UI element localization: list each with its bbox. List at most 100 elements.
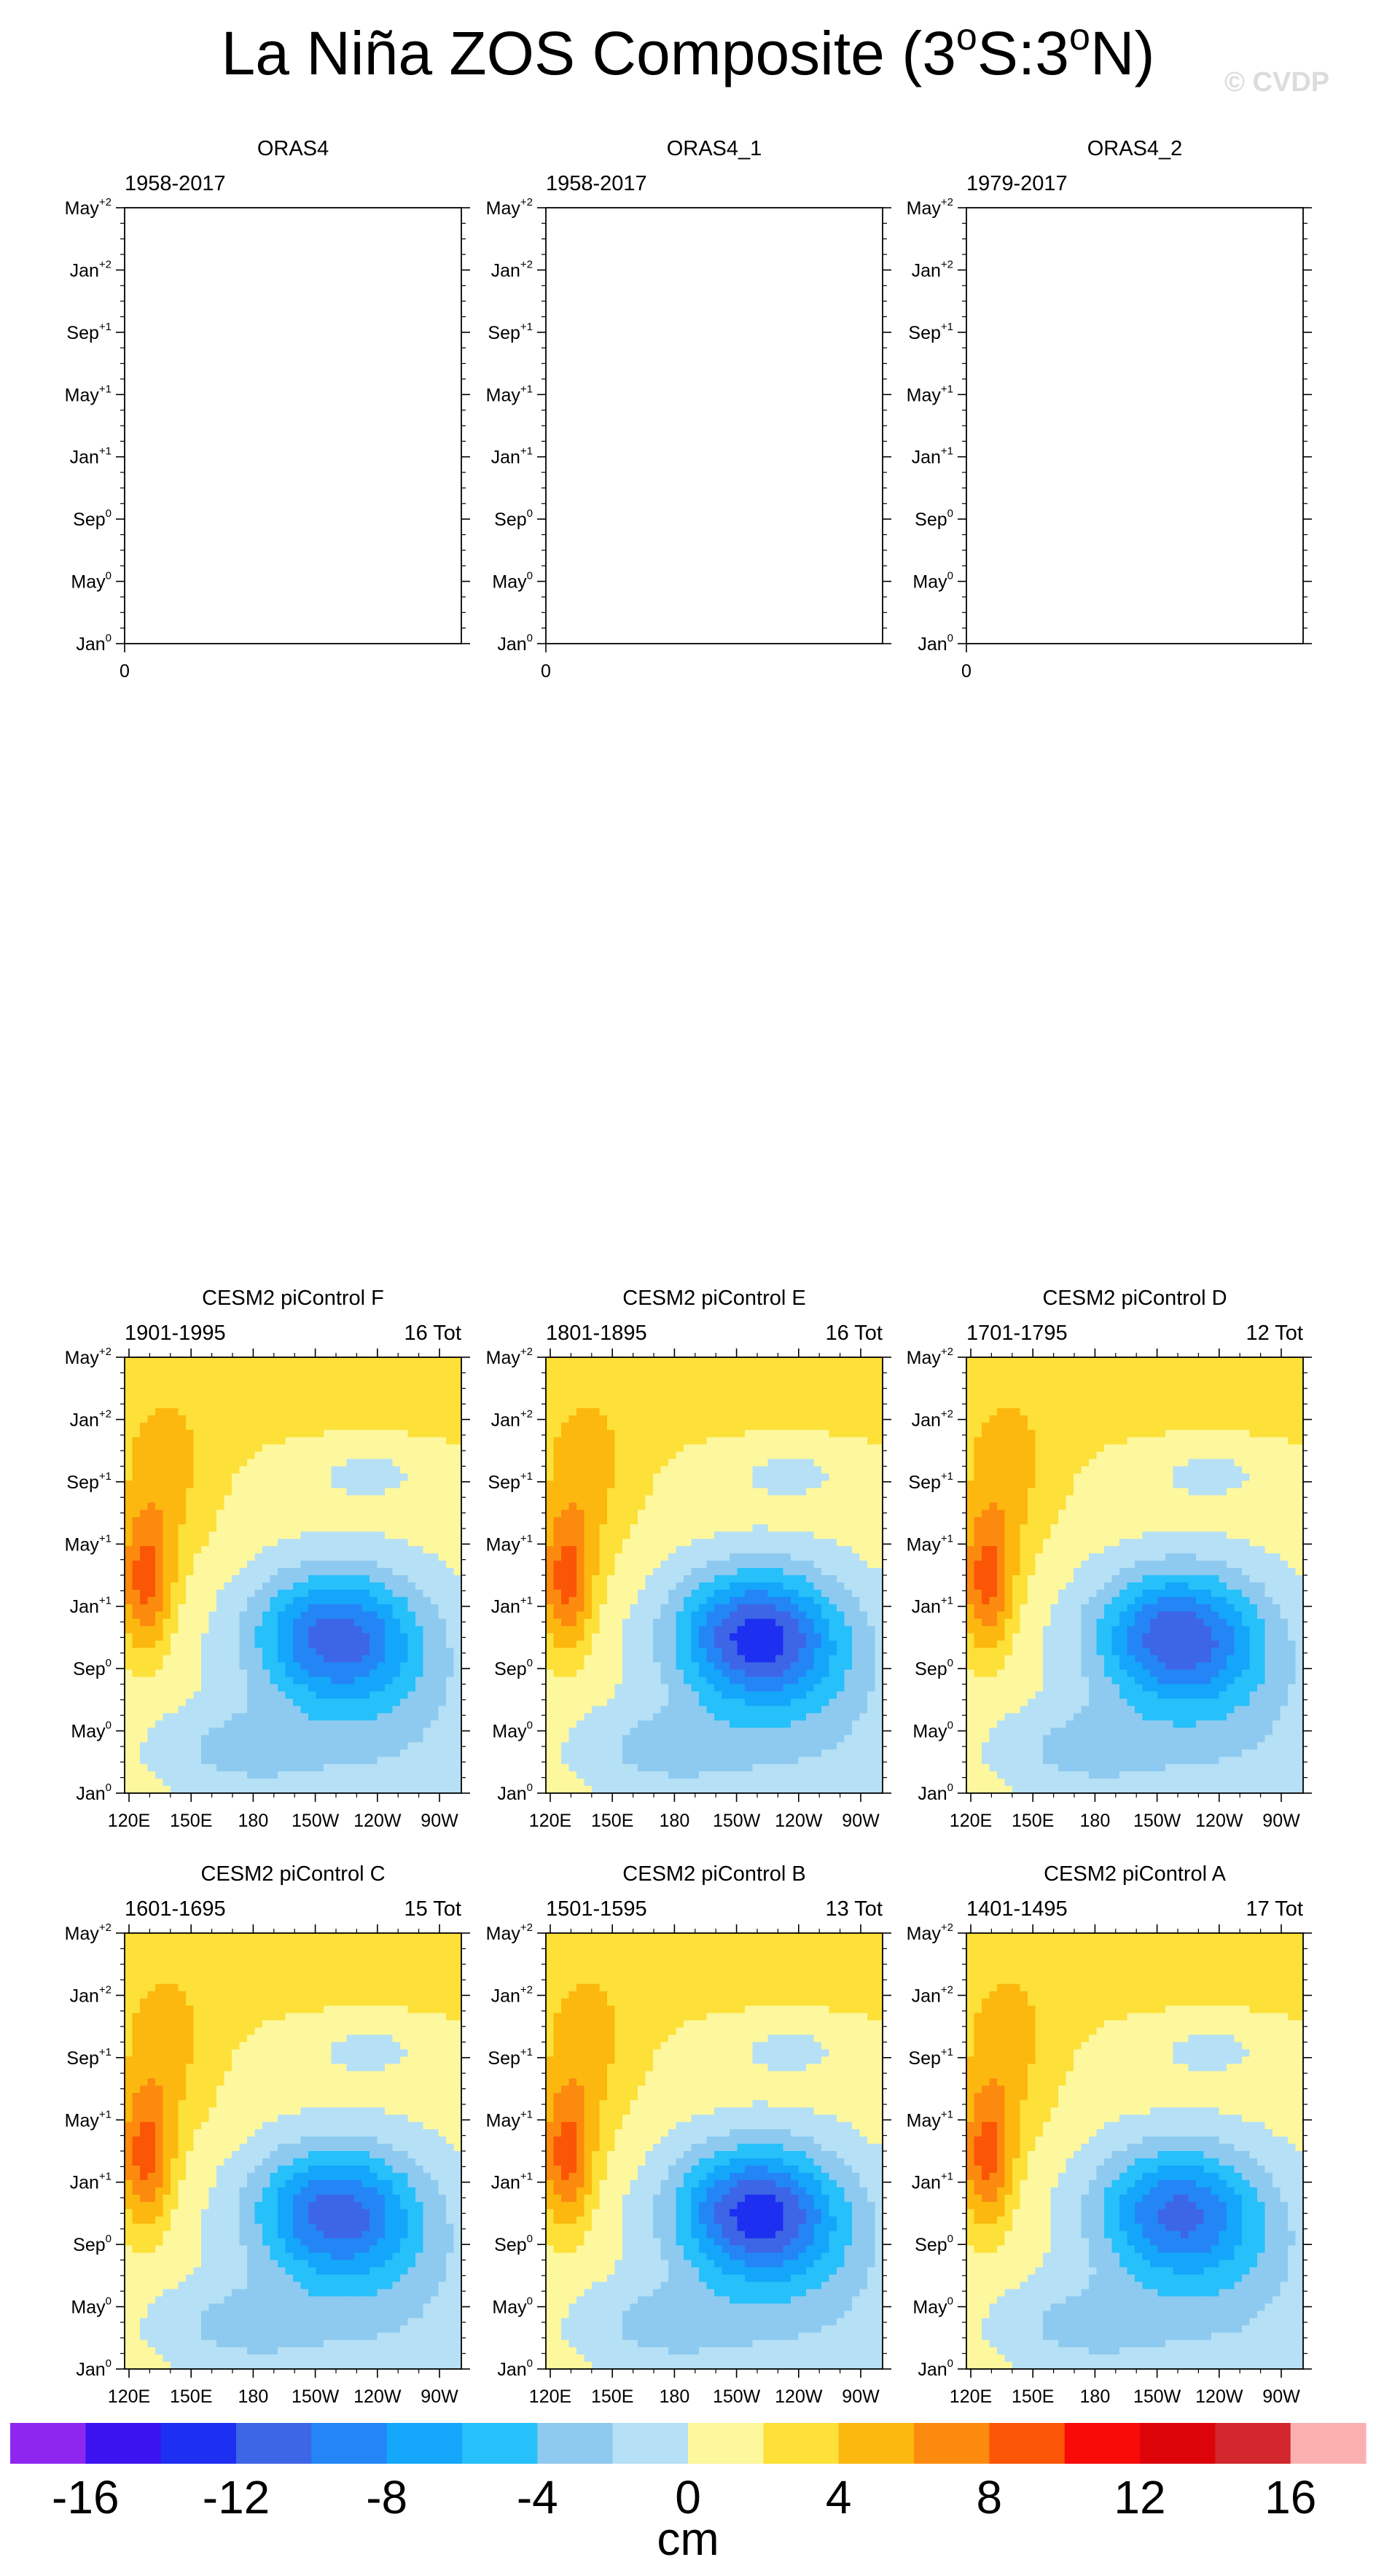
field-cell xyxy=(775,1480,784,1488)
field-cell xyxy=(691,1437,700,1445)
field-cell xyxy=(293,1720,302,1728)
field-cell xyxy=(592,1531,601,1539)
field-cell xyxy=(775,1473,784,1482)
field-cell xyxy=(691,1408,700,1416)
field-cell xyxy=(155,1451,164,1460)
field-cell xyxy=(760,1415,769,1424)
field-cell xyxy=(147,1378,156,1387)
field-cell xyxy=(568,1415,577,1424)
field-cell xyxy=(132,1633,141,1642)
field-cell xyxy=(752,1524,761,1532)
field-cell xyxy=(752,1539,761,1547)
field-cell xyxy=(132,1749,141,1757)
field-cell xyxy=(208,1698,217,1706)
field-cell xyxy=(346,1669,355,1678)
field-cell xyxy=(370,1662,378,1671)
y-tick-label: Sep+1 xyxy=(908,321,953,343)
field-cell xyxy=(607,1596,616,1605)
field-cell xyxy=(239,1786,248,1794)
field-cell xyxy=(285,1437,294,1445)
field-cell xyxy=(354,1408,363,1416)
field-cell xyxy=(722,1582,730,1591)
field-cell xyxy=(178,1429,187,1438)
field-cell xyxy=(829,1517,837,1525)
field-cell xyxy=(546,1625,555,1634)
field-cell xyxy=(645,1378,654,1387)
field-cell xyxy=(316,1400,324,1409)
field-cell xyxy=(377,1517,386,1525)
field-cell xyxy=(400,1611,409,1620)
field-cell xyxy=(140,1415,149,1424)
field-cell xyxy=(844,1437,853,1445)
field-cell xyxy=(216,1662,225,1671)
field-cell xyxy=(354,1393,363,1402)
field-cell xyxy=(438,1655,447,1663)
field-cell xyxy=(775,1625,784,1634)
field-cell xyxy=(254,1364,263,1373)
field-cell xyxy=(178,1640,187,1649)
field-cell xyxy=(324,1764,332,1772)
field-cell xyxy=(752,1553,761,1561)
field-cell xyxy=(645,1386,654,1394)
field-cell xyxy=(247,1604,256,1612)
field-cell xyxy=(622,1677,631,1685)
field-cell xyxy=(247,1655,256,1663)
field-cell xyxy=(645,1480,654,1488)
field-cell xyxy=(653,1561,662,1569)
field-cell xyxy=(140,1720,149,1728)
field-cell xyxy=(852,1429,861,1438)
field-cell xyxy=(423,1444,431,1453)
field-cell xyxy=(308,1618,317,1627)
field-cell xyxy=(377,1684,386,1693)
field-cell xyxy=(645,1669,654,1678)
field-cell xyxy=(247,1749,256,1757)
field-cell xyxy=(155,1393,164,1402)
field-cell xyxy=(385,1539,394,1547)
field-cell xyxy=(178,1684,187,1693)
field-cell xyxy=(867,1553,876,1561)
field-cell xyxy=(614,1582,623,1591)
field-cell xyxy=(285,1669,294,1678)
field-cell xyxy=(346,1582,355,1591)
field-cell xyxy=(216,1655,225,1663)
field-cell xyxy=(791,1553,800,1561)
field-cell xyxy=(798,1429,807,1438)
field-cell xyxy=(638,1429,646,1438)
field-cell xyxy=(361,1625,370,1634)
field-cell xyxy=(300,1568,309,1576)
field-cell xyxy=(791,1517,800,1525)
field-cell xyxy=(592,1386,601,1394)
field-cell xyxy=(125,1779,133,1787)
field-cell xyxy=(875,1546,883,1554)
field-cell xyxy=(324,1517,332,1525)
field-cell xyxy=(798,1437,807,1445)
field-cell xyxy=(706,1640,715,1649)
field-cell xyxy=(714,1437,723,1445)
field-cell xyxy=(178,1408,187,1416)
field-cell xyxy=(354,1364,363,1373)
field-cell xyxy=(278,1444,286,1453)
field-cell xyxy=(722,1393,730,1402)
field-cell xyxy=(630,1546,638,1554)
field-cell xyxy=(783,1437,791,1445)
field-cell xyxy=(806,1582,815,1591)
field-cell xyxy=(300,1510,309,1518)
field-cell xyxy=(385,1459,394,1467)
field-cell xyxy=(446,1662,455,1671)
field-cell xyxy=(431,1706,439,1714)
field-cell xyxy=(737,1357,746,1365)
field-cell xyxy=(660,1429,669,1438)
field-cell xyxy=(859,1459,868,1467)
field-cell xyxy=(407,1429,416,1438)
field-cell xyxy=(392,1415,401,1424)
field-cell xyxy=(262,1655,271,1663)
field-cell xyxy=(155,1561,164,1569)
field-cell xyxy=(400,1480,409,1488)
field-cell xyxy=(867,1364,876,1373)
field-cell xyxy=(875,1357,883,1365)
field-cell xyxy=(415,1575,424,1583)
field-cell xyxy=(660,1488,669,1496)
field-cell xyxy=(622,1437,631,1445)
field-cell xyxy=(614,1618,623,1627)
field-cell xyxy=(553,1502,562,1510)
